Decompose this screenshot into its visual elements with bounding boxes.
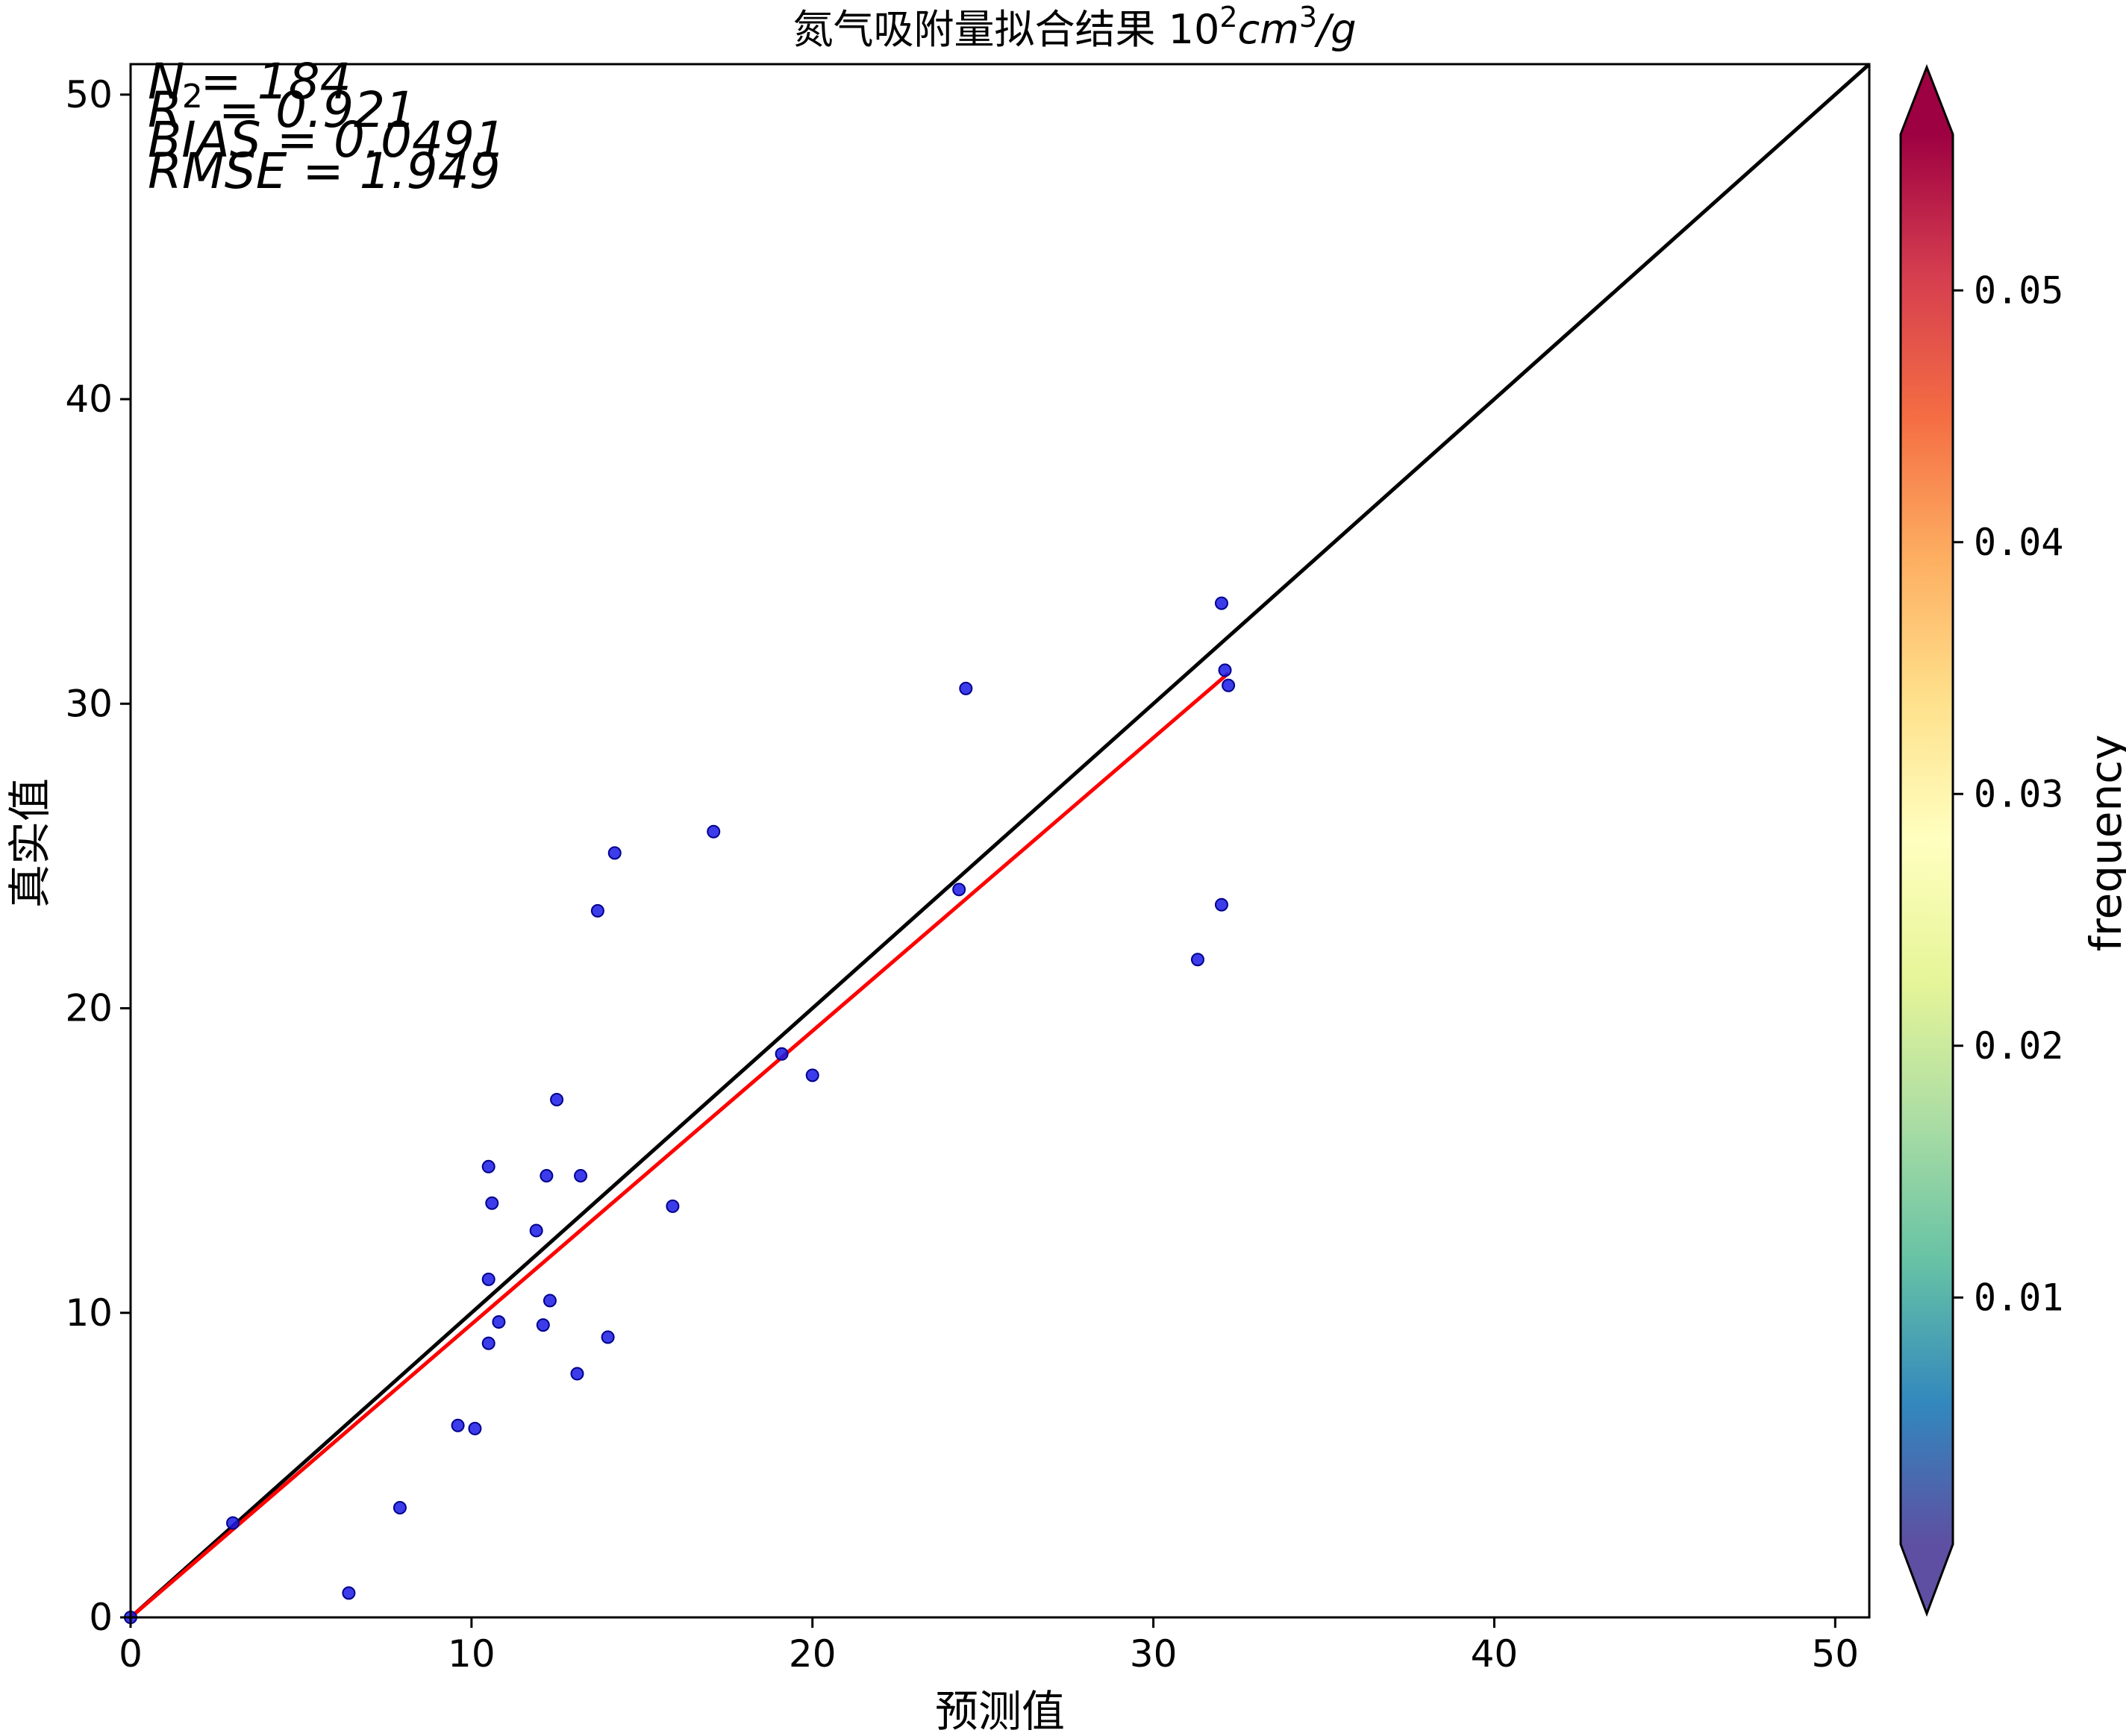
y-tick-label: 0	[89, 1596, 113, 1639]
y-axis-label: 真实值	[4, 778, 55, 908]
y-tick-label: 10	[65, 1291, 113, 1335]
data-point	[666, 1199, 680, 1213]
data-point	[540, 1169, 554, 1183]
colorbar-tick-label: 0.01	[1974, 1276, 2063, 1319]
x-tick-label: 10	[448, 1632, 495, 1676]
data-point	[550, 1093, 564, 1106]
colorbar-extend-bottom	[1901, 1544, 1953, 1614]
data-point	[481, 1272, 495, 1286]
lines-layer	[129, 63, 1871, 1619]
x-tick-label: 50	[1812, 1632, 1860, 1676]
colorbar: 0.01 0.02 0.03 0.04 0.05 frequency	[1899, 63, 2126, 1617]
identity-line	[129, 63, 1871, 1619]
x-axis-ticks: 0 10 20 30 40 50	[119, 1617, 1859, 1676]
y-axis-ticks: 0 10 20 30 40 50	[65, 73, 131, 1639]
data-point	[601, 1330, 615, 1344]
colorbar-ticks: 0.01 0.02 0.03 0.04 0.05	[1953, 269, 2063, 1319]
colorbar-tick-label: 0.02	[1974, 1024, 2063, 1068]
data-point	[775, 1047, 789, 1061]
data-point	[481, 1336, 495, 1350]
data-point	[607, 846, 622, 860]
data-point	[570, 1367, 584, 1381]
colorbar-extend-top	[1901, 67, 1953, 134]
x-tick-label: 30	[1130, 1632, 1178, 1676]
data-point	[543, 1294, 557, 1308]
colorbar-tick-label: 0.05	[1974, 269, 2063, 312]
data-point	[451, 1418, 465, 1432]
stat-rmse: RMSE = 1.949	[148, 142, 501, 200]
data-point	[342, 1586, 356, 1600]
data-point	[1190, 953, 1204, 967]
data-point	[959, 681, 973, 695]
plot-frame	[129, 63, 1871, 1619]
stats-annotation: N = 184 R2 = 0.921 BIAS = 0.0491 RMSE = …	[148, 53, 506, 200]
colorbar-label: frequency	[2080, 735, 2126, 952]
colorbar-outline	[1899, 63, 1954, 1617]
data-point	[529, 1223, 543, 1238]
x-axis-label: 预测值	[935, 1686, 1065, 1736]
points-layer	[124, 596, 1236, 1624]
data-point	[492, 1315, 506, 1329]
chart-title: 氮气吸附量拟合结果 102cm3/g	[792, 1, 1356, 53]
x-tick-label: 40	[1471, 1632, 1519, 1676]
data-point	[1214, 897, 1228, 912]
data-point	[952, 883, 966, 897]
data-point	[1214, 596, 1228, 610]
data-point	[805, 1068, 819, 1082]
colorbar-tick-label: 0.04	[1974, 521, 2063, 564]
y-tick-label: 30	[65, 682, 113, 725]
stat-r2: R2 = 0.921	[148, 78, 416, 139]
x-tick-label: 0	[119, 1632, 143, 1676]
y-tick-label: 50	[65, 73, 113, 116]
y-tick-label: 20	[65, 987, 113, 1030]
stat-n: N = 184	[148, 53, 351, 110]
data-point	[590, 903, 604, 918]
data-point	[468, 1421, 482, 1435]
data-point	[481, 1159, 495, 1173]
data-point	[393, 1501, 407, 1515]
data-point	[1218, 663, 1232, 677]
data-point	[226, 1516, 240, 1530]
data-point	[485, 1196, 499, 1210]
x-tick-label: 20	[789, 1632, 837, 1676]
plot-area: 0 10 20 30 40 50 0 10 20 30 40 50	[65, 63, 1871, 1676]
data-point	[536, 1318, 550, 1332]
colorbar-tick-label: 0.03	[1974, 772, 2063, 815]
data-point	[1222, 678, 1236, 692]
data-point	[574, 1169, 588, 1183]
data-point	[707, 824, 721, 839]
colorbar-gradient	[1901, 134, 1953, 1544]
y-tick-label: 40	[65, 377, 113, 421]
stat-bias: BIAS = 0.0491	[148, 111, 506, 169]
fit-line	[129, 671, 1230, 1619]
